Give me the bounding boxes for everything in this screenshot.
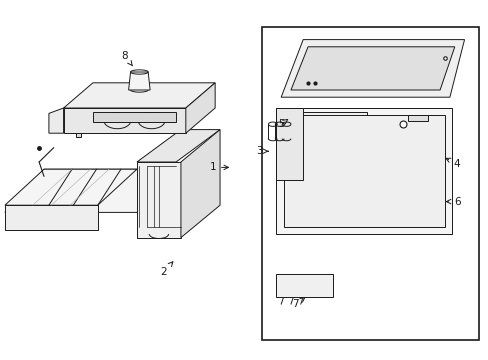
Polygon shape: [400, 121, 439, 144]
Polygon shape: [137, 130, 220, 162]
Polygon shape: [185, 83, 215, 133]
Polygon shape: [300, 112, 366, 117]
Polygon shape: [5, 205, 98, 230]
Text: 2: 2: [160, 262, 173, 277]
Text: 6: 6: [446, 197, 460, 207]
Polygon shape: [93, 112, 176, 122]
Polygon shape: [283, 115, 444, 227]
Polygon shape: [407, 115, 427, 121]
Polygon shape: [63, 83, 215, 108]
Text: 4: 4: [445, 158, 460, 169]
Text: 3: 3: [255, 146, 267, 156]
Polygon shape: [5, 169, 176, 212]
Polygon shape: [5, 169, 137, 205]
Text: 8: 8: [121, 51, 132, 66]
Polygon shape: [137, 162, 181, 238]
Polygon shape: [276, 274, 332, 297]
Text: 7: 7: [292, 298, 304, 309]
Polygon shape: [49, 108, 63, 133]
Polygon shape: [76, 133, 81, 137]
Polygon shape: [276, 108, 303, 180]
Polygon shape: [290, 47, 454, 90]
Bar: [261, 27, 478, 340]
Polygon shape: [181, 130, 220, 238]
Text: 1: 1: [209, 162, 228, 172]
Polygon shape: [128, 72, 150, 90]
Polygon shape: [281, 40, 464, 97]
Polygon shape: [63, 108, 185, 133]
Polygon shape: [276, 108, 451, 234]
Text: 5: 5: [277, 119, 287, 129]
